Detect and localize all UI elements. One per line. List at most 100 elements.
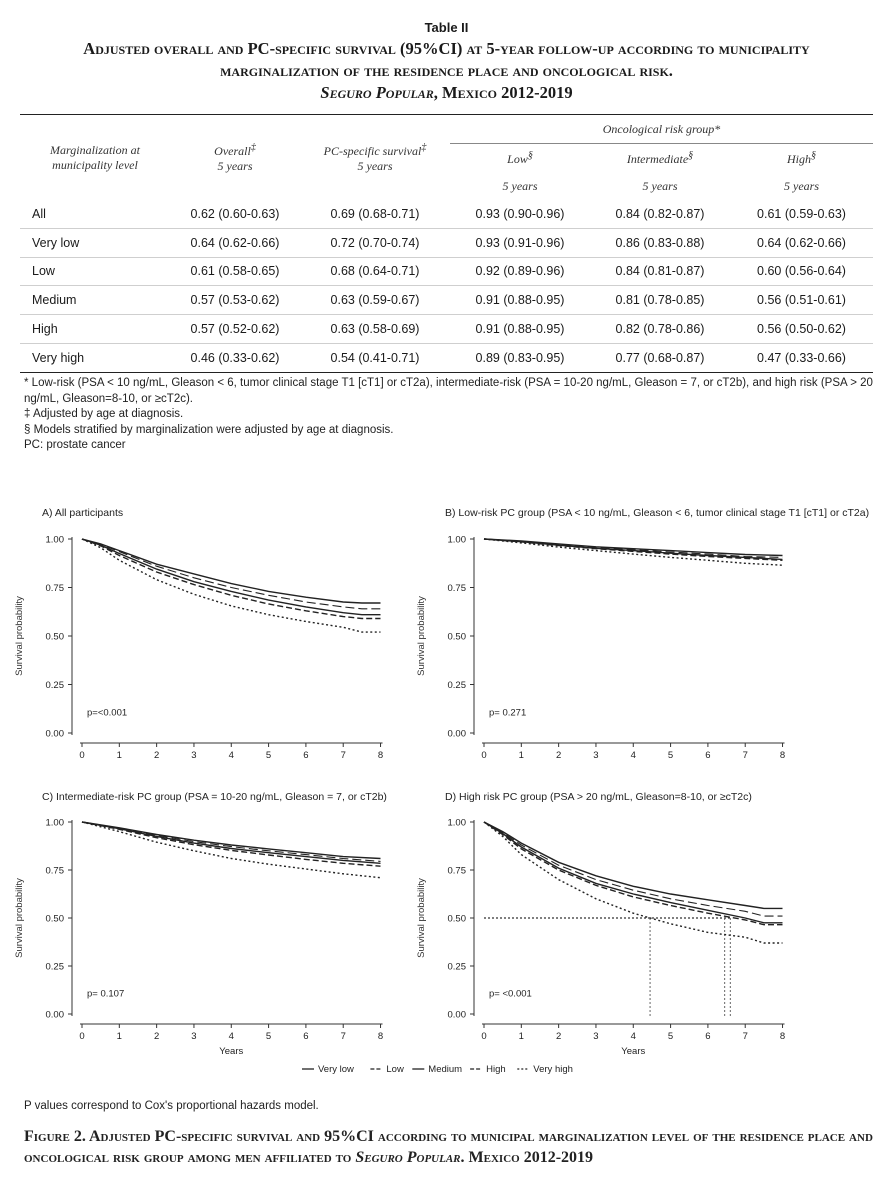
table-title-italic: Seguro Popular (320, 83, 434, 102)
x-axis-label: Years (621, 1046, 645, 1057)
header-marg-line1: Marginalization at (50, 142, 140, 157)
cell-low: 0.92 (0.89-0.96) (450, 257, 590, 287)
cell-label: High (20, 314, 170, 344)
cell-low: 0.91 (0.88-0.95) (450, 285, 590, 316)
series-line-low (81, 821, 381, 862)
cell-pc: 0.68 (0.64-0.71) (300, 257, 450, 287)
x-tick-label: 1 (117, 750, 122, 761)
x-tick-label: 8 (780, 750, 785, 761)
table-row: Medium 0.57 (0.53-0.62) 0.63 (0.59-0.67) 0.… (20, 285, 873, 316)
y-tick-label: 0.00 (448, 1010, 467, 1021)
cell-int: 0.82 (0.78-0.86) (590, 314, 730, 344)
x-axis-label: Years (219, 1046, 243, 1057)
y-tick-label: 0.00 (448, 729, 467, 740)
header-low-sup: § (527, 149, 533, 161)
legend-label: High (486, 1064, 506, 1075)
y-tick-label: 0.50 (448, 632, 467, 643)
x-tick-label: 5 (668, 1031, 673, 1042)
header-pc-years: 5 years (357, 158, 393, 173)
header-low: Low§ (450, 144, 590, 173)
header-marg-line2: municipality level (52, 157, 138, 172)
x-tick-label: 7 (743, 750, 748, 761)
cell-int: 0.81 (0.78-0.85) (590, 285, 730, 316)
x-tick-label: 2 (556, 750, 561, 761)
series-line-low (483, 821, 783, 917)
y-tick-label: 1.00 (448, 818, 467, 829)
x-tick-label: 3 (593, 1031, 598, 1042)
y-tick-label: 0.50 (46, 632, 65, 643)
x-tick-label: 0 (481, 750, 486, 761)
cell-low: 0.91 (0.88-0.95) (450, 314, 590, 344)
series-line-medium (81, 538, 381, 616)
header-risk-group: Oncological risk group* (450, 114, 873, 144)
x-tick-label: 0 (481, 1031, 486, 1042)
table-row: All 0.62 (0.60-0.63) 0.69 (0.68-0.71) 0.93 … (20, 200, 873, 229)
table-row: Low 0.61 (0.58-0.65) 0.68 (0.64-0.71) 0.92 … (20, 257, 873, 287)
cell-low: 0.93 (0.91-0.96) (450, 228, 590, 258)
series-line-very-low (483, 821, 783, 910)
header-pc-label: PC-specific survival (323, 143, 422, 158)
header-intermediate: Intermediate§ (590, 144, 730, 173)
y-tick-label: 0.50 (46, 914, 65, 925)
y-tick-label: 0.00 (46, 729, 65, 740)
table-row: High 0.57 (0.52-0.62) 0.63 (0.58-0.69) 0.91… (20, 314, 873, 344)
cell-pc: 0.63 (0.59-0.67) (300, 285, 450, 316)
series-line-very-low (483, 538, 783, 557)
cell-high: 0.56 (0.50-0.62) (730, 314, 873, 344)
series-line-high (81, 538, 381, 620)
figure-survival-curves: A) All participants 0.00 0.25 0.50 0.75 1.00 0… (14, 507, 869, 1075)
cell-int: 0.84 (0.82-0.87) (590, 200, 730, 229)
x-tick-label: 7 (341, 750, 346, 761)
y-tick-label: 0.75 (46, 866, 65, 877)
header-low-years: 5 years (502, 178, 538, 193)
x-tick-label: 3 (191, 750, 196, 761)
y-axis-label: Survival probability (416, 878, 427, 958)
figure-caption-text: Figure 2. Adjusted PC-specific survival … (24, 1128, 873, 1166)
figure-caption-suffix: . Mexico 2012-2019 (460, 1149, 594, 1166)
p-value-label: p= 0.107 (87, 989, 124, 1000)
figure-caption-italic: Seguro Popular (355, 1149, 461, 1166)
y-axis-label: Survival probability (14, 878, 25, 958)
y-tick-label: 1.00 (46, 535, 65, 546)
cell-overall: 0.57 (0.52-0.62) (170, 314, 300, 344)
y-tick-label: 0.75 (448, 866, 467, 877)
cell-label: All (20, 200, 170, 229)
cell-high: 0.56 (0.51-0.61) (730, 285, 873, 316)
cell-label: Very low (20, 228, 170, 258)
cell-pc: 0.69 (0.68-0.71) (300, 200, 450, 229)
cell-overall: 0.64 (0.62-0.66) (170, 228, 300, 258)
series-line-medium (81, 821, 381, 864)
cell-pc: 0.54 (0.41-0.71) (300, 343, 450, 373)
panel-title: B) Low-risk PC group (PSA < 10 ng/mL, Gl… (445, 507, 869, 519)
cell-int: 0.84 (0.81-0.87) (590, 257, 730, 287)
header-marginalization: Marginalization at municipality level (20, 114, 170, 200)
y-tick-label: 0.25 (448, 680, 467, 691)
x-tick-label: 4 (229, 750, 234, 761)
footnote-pc: PC: prostate cancer (24, 439, 126, 451)
x-tick-label: 3 (191, 1031, 196, 1042)
cell-label: Medium (20, 285, 170, 316)
x-tick-label: 7 (341, 1031, 346, 1042)
x-tick-label: 8 (780, 1031, 785, 1042)
y-tick-label: 0.75 (46, 583, 65, 594)
series-line-high (81, 821, 381, 867)
y-tick-label: 1.00 (46, 818, 65, 829)
header-int-label: Intermediate (626, 151, 689, 166)
series-line-very-high (81, 538, 381, 633)
series-line-very-high (81, 821, 381, 879)
x-tick-label: 5 (668, 750, 673, 761)
cell-high: 0.64 (0.62-0.66) (730, 228, 873, 258)
table-title: Adjusted overall and PC-specific surviva… (40, 38, 853, 104)
p-value-label: p= 0.271 (489, 708, 526, 719)
x-tick-label: 1 (117, 1031, 122, 1042)
header-overall-sup: ‡ (250, 141, 256, 153)
table-footnotes: * Low-risk (PSA < 10 ng/mL, Gleason < 6,… (24, 376, 874, 454)
y-axis-label: Survival probability (14, 596, 25, 676)
cell-low: 0.93 (0.90-0.96) (450, 200, 590, 229)
y-tick-label: 0.50 (448, 914, 467, 925)
y-tick-label: 1.00 (448, 535, 467, 546)
x-tick-label: 6 (303, 1031, 308, 1042)
x-tick-label: 4 (229, 1031, 234, 1042)
header-overall: Overall‡ 5 years (170, 114, 300, 200)
header-overall-label: Overall (214, 143, 251, 158)
